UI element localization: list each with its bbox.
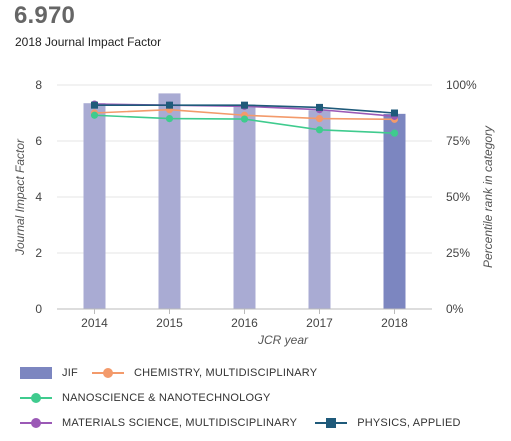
y-axis-label-right: Percentile rank in category: [481, 125, 495, 268]
marker-series-3: [316, 103, 323, 111]
impact-factor-label: 2018 Journal Impact Factor: [15, 35, 162, 49]
legend-item-jif[interactable]: JIF: [20, 367, 92, 379]
bars: [83, 93, 406, 310]
axes: 0 2 4 6 8 0% 25% 50% 75% 100% 2014 2015 2016 2017 2018: [35, 78, 477, 330]
y-tick-left: 0: [35, 302, 42, 316]
materials-swatch: [20, 417, 52, 429]
marker-series-1: [90, 111, 99, 119]
marker-series-1: [390, 129, 399, 137]
x-tick-label: 2018: [381, 316, 408, 330]
bar-jif-2016: [233, 104, 256, 309]
bar-jif-2015: [158, 93, 181, 310]
marker-series-1: [165, 115, 174, 123]
marker-series-3: [241, 101, 248, 109]
marker-series-1: [315, 126, 324, 134]
legend-item-nanoscience[interactable]: NANOSCIENCE & NANOTECHNOLOGY: [20, 392, 271, 404]
y-tick-left: 4: [35, 190, 42, 204]
marker-series-3: [91, 101, 98, 109]
y-axis-label-left: Journal Impact Factor: [13, 138, 27, 256]
x-tick-label: 2016: [231, 316, 258, 330]
legend-label-chemistry: CHEMISTRY, MULTIDISCIPLINARY: [134, 367, 318, 379]
legend-label-materials: MATERIALS SCIENCE, MULTIDISCIPLINARY: [62, 417, 298, 429]
legend-item-materials[interactable]: MATERIALS SCIENCE, MULTIDISCIPLINARY: [20, 417, 297, 429]
percentile-lines: [90, 100, 399, 137]
y-tick-right: 75%: [446, 134, 470, 148]
marker-series-3: [166, 101, 173, 109]
legend-item-chemistry[interactable]: CHEMISTRY, MULTIDISCIPLINARY: [92, 367, 317, 379]
legend-item-physics[interactable]: PHYSICS, APPLIED: [315, 417, 460, 429]
chemistry-swatch: [92, 367, 124, 379]
x-tick-label: 2015: [156, 316, 183, 330]
x-tick-label: 2017: [306, 316, 333, 330]
jif-swatch: [20, 367, 52, 379]
bar-jif-2014: [83, 103, 106, 309]
y-tick-left: 2: [35, 246, 42, 260]
nanoscience-swatch: [20, 392, 52, 404]
marker-series-1: [240, 115, 249, 123]
bar-jif-2017: [308, 110, 331, 309]
x-axis-label: JCR year: [257, 333, 309, 347]
x-tick-label: 2014: [81, 316, 108, 330]
marker-series-3: [391, 109, 398, 117]
physics-swatch: [315, 417, 348, 429]
y-tick-right: 100%: [446, 78, 477, 92]
y-tick-left: 8: [35, 78, 42, 92]
y-tick-right: 50%: [446, 190, 470, 204]
bar-jif-2018: [383, 113, 406, 309]
y-tick-left: 6: [35, 134, 42, 148]
marker-series-0: [315, 115, 324, 123]
impact-factor-value: 6.970: [14, 2, 76, 29]
y-tick-right: 25%: [446, 246, 470, 260]
legend-label-physics: PHYSICS, APPLIED: [357, 417, 461, 429]
legend-label-jif: JIF: [62, 367, 78, 379]
y-tick-right: 0%: [446, 302, 464, 316]
legend-label-nanoscience: NANOSCIENCE & NANOTECHNOLOGY: [62, 392, 271, 404]
